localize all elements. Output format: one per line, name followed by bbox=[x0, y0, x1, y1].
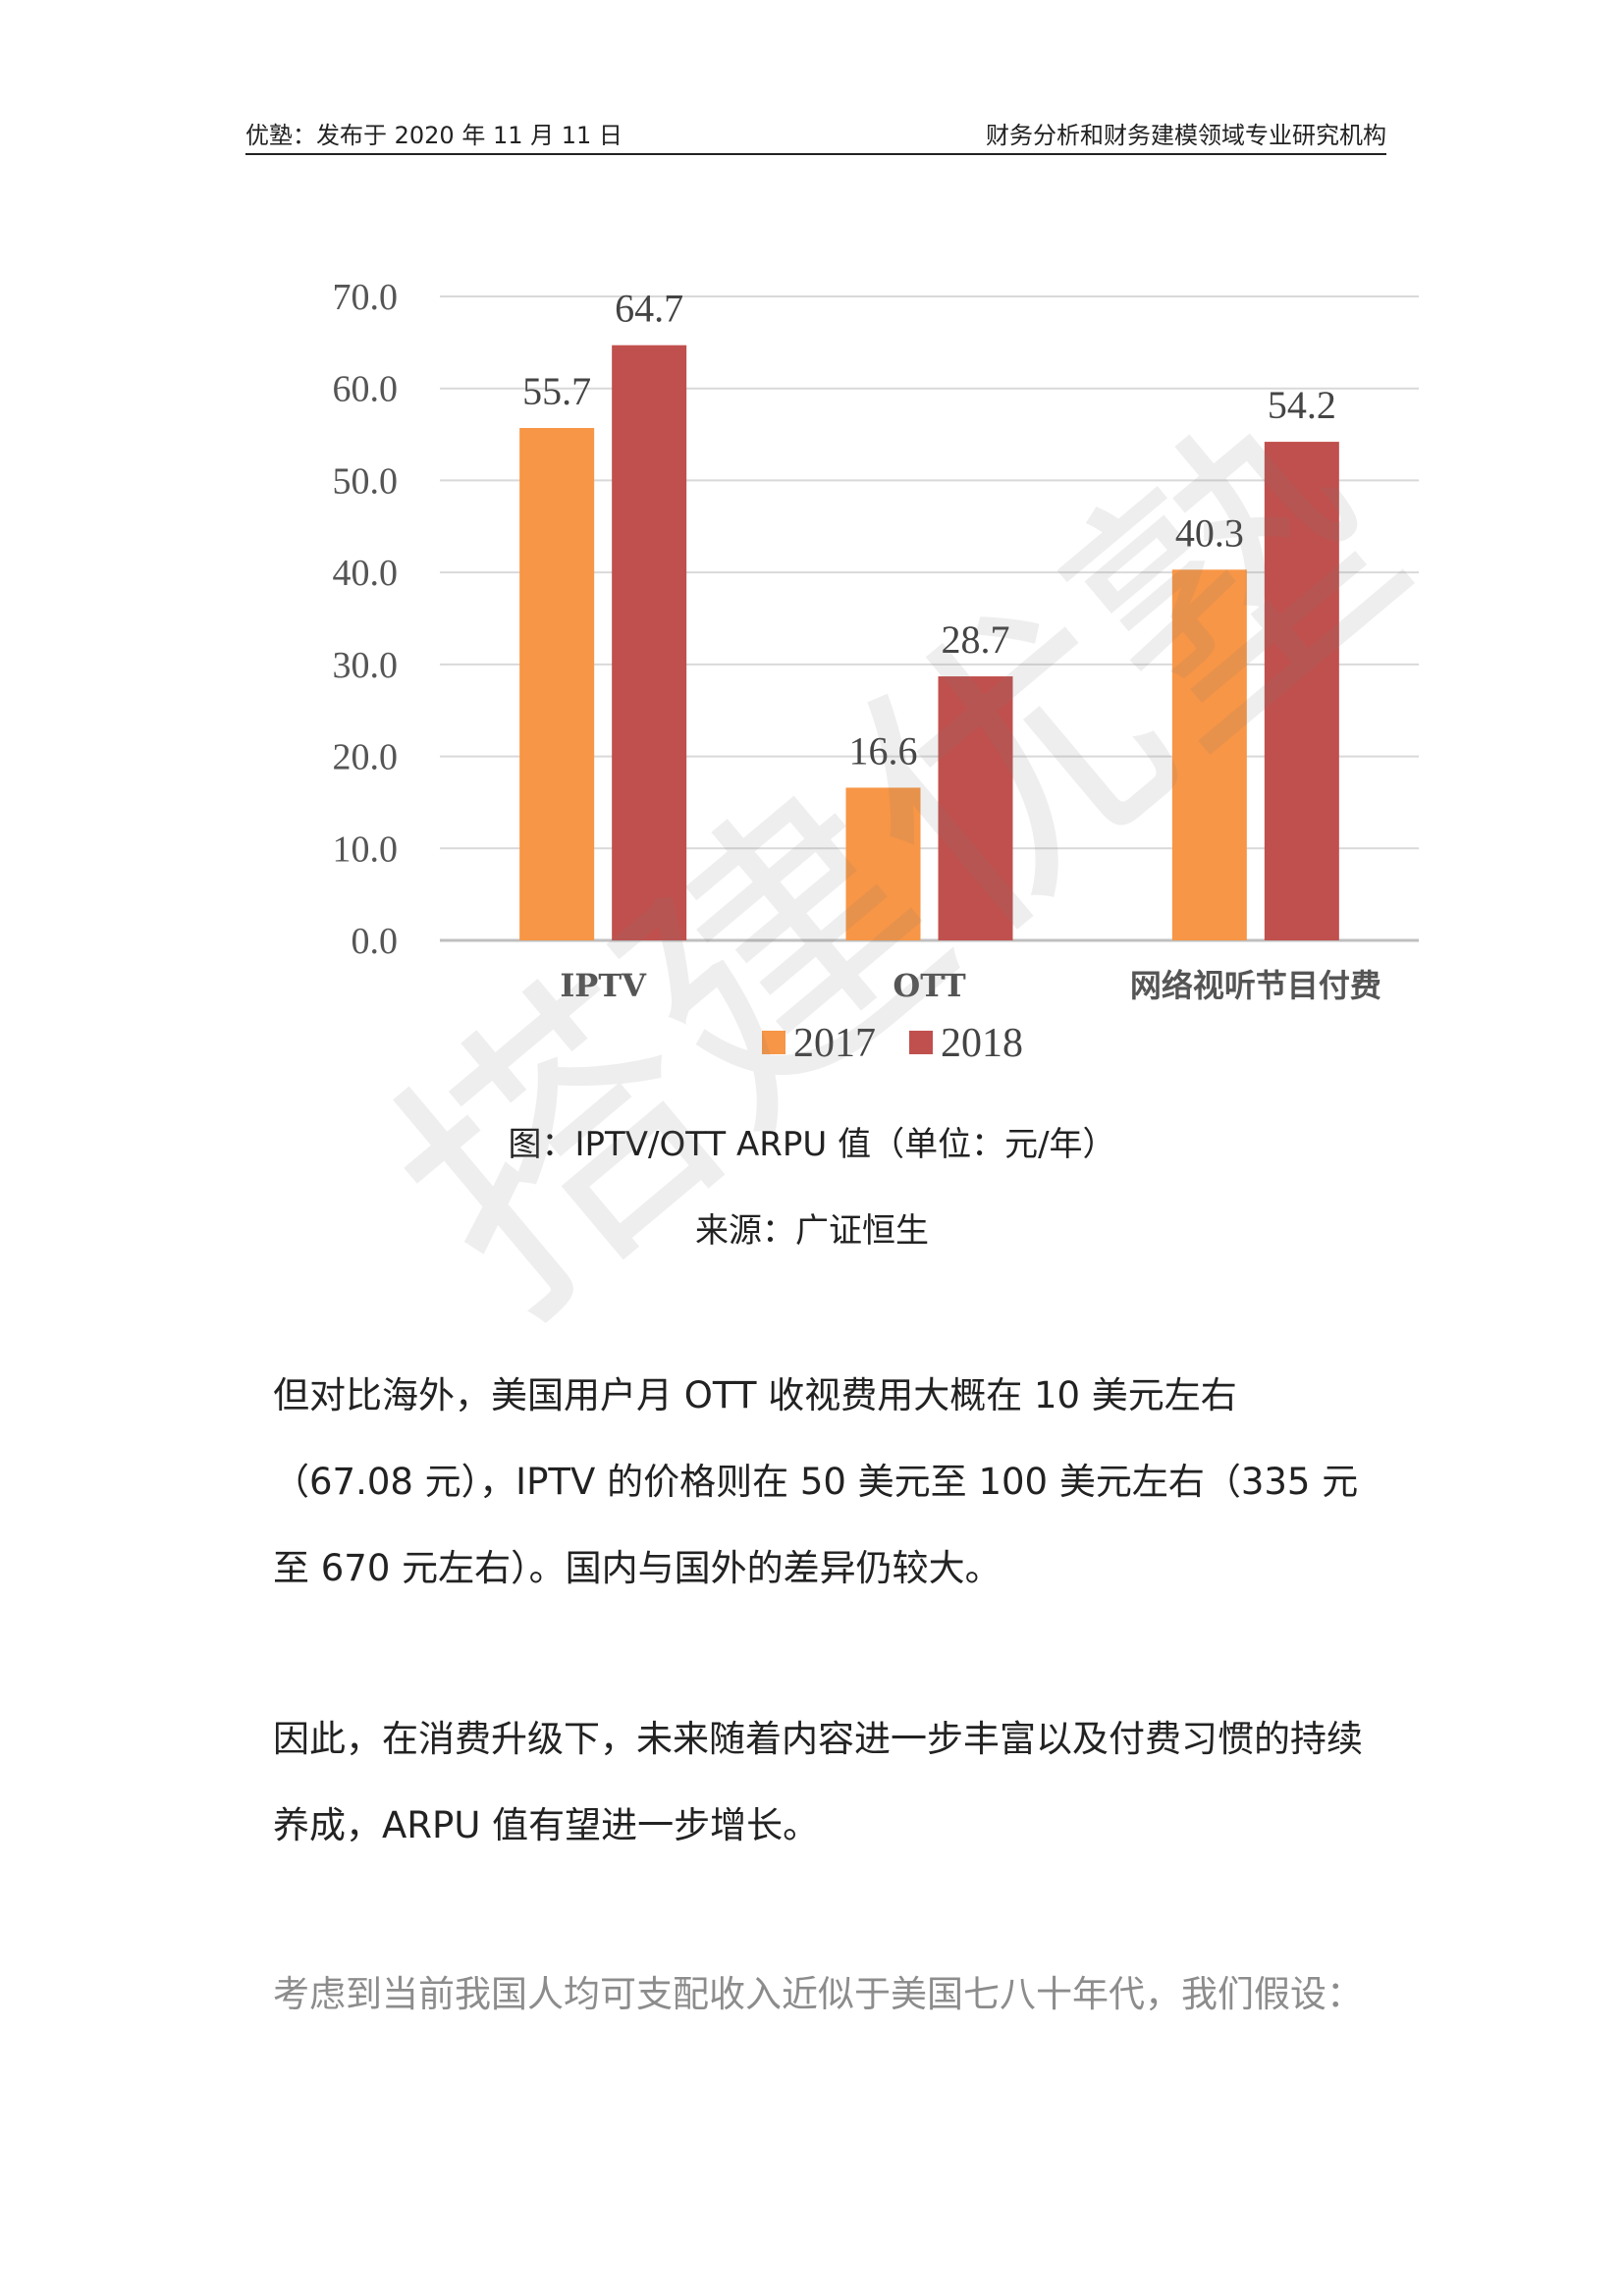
arpu-bar-chart: 0.0 10.0 20.0 30.0 40.0 50.0 60.0 70.0 55.7 64.7… bbox=[333, 277, 1419, 1066]
bar-2018-0 bbox=[612, 345, 687, 940]
category-label-2: 网络视听节目付费 bbox=[1130, 967, 1381, 1004]
legend-swatch-2017 bbox=[762, 1031, 785, 1054]
y-tick-label-6: 60.0 bbox=[333, 369, 399, 410]
paragraph-arpu-outlook: 因此，在消费升级下，未来随着内容进一步丰富以及付费习惯的持续养成，ARPU 值有… bbox=[273, 1718, 1363, 1846]
legend-label-2018: 2018 bbox=[941, 1021, 1023, 1066]
y-tick-label-5: 50.0 bbox=[333, 460, 399, 502]
data-label-2017-1: 16.6 bbox=[849, 728, 918, 773]
chart-bars bbox=[519, 345, 1339, 940]
bar-2017-1 bbox=[845, 787, 921, 940]
legend-swatch-2018 bbox=[909, 1031, 933, 1054]
figure-caption: 图：IPTV/OTT ARPU 值（单位：元/年） bbox=[508, 1125, 1116, 1164]
data-label-2017-0: 55.7 bbox=[522, 369, 591, 413]
data-label-2017-2: 40.3 bbox=[1175, 510, 1244, 555]
header-publish-info: 优塾：发布于 2020 年 11 月 11 日 bbox=[245, 122, 623, 149]
legend-label-2017: 2017 bbox=[793, 1021, 876, 1066]
category-label-1: OTT bbox=[893, 967, 966, 1004]
chart-grid bbox=[440, 295, 1419, 942]
x-axis-categories: IPTV OTT 网络视听节目付费 bbox=[560, 967, 1381, 1004]
y-axis-ticks: 0.0 10.0 20.0 30.0 40.0 50.0 60.0 70.0 bbox=[333, 277, 399, 962]
y-tick-label-0: 0.0 bbox=[352, 921, 399, 962]
data-label-2018-1: 28.7 bbox=[942, 617, 1010, 662]
bar-2018-1 bbox=[938, 676, 1013, 940]
paragraph-overseas-comparison: 但对比海外，美国用户月 OTT 收视费用大概在 10 美元左右（67.08 元）… bbox=[273, 1374, 1359, 1589]
chart-legend: 2017 2018 bbox=[762, 1021, 1023, 1066]
data-label-2018-0: 64.7 bbox=[615, 287, 683, 331]
y-tick-label-7: 70.0 bbox=[333, 277, 399, 318]
figure-source: 来源：广证恒生 bbox=[695, 1211, 929, 1251]
y-tick-label-4: 40.0 bbox=[333, 553, 399, 594]
page-header: 优塾：发布于 2020 年 11 月 11 日 财务分析和财务建模领域专业研究机… bbox=[245, 116, 1386, 155]
paragraph-assumption: 考虑到当前我国人均可支配收入近似于美国七八十年代，我们假设： bbox=[273, 1973, 1363, 2015]
bar-2018-2 bbox=[1264, 442, 1339, 940]
category-label-0: IPTV bbox=[560, 967, 647, 1004]
data-label-2018-2: 54.2 bbox=[1268, 383, 1336, 427]
bar-2017-0 bbox=[519, 428, 595, 940]
y-tick-label-3: 30.0 bbox=[333, 645, 399, 686]
y-tick-label-2: 20.0 bbox=[333, 737, 399, 778]
chart-data-labels: 55.7 64.7 16.6 28.7 40.3 54.2 bbox=[522, 287, 1336, 774]
y-tick-label-1: 10.0 bbox=[333, 828, 399, 870]
bar-2017-2 bbox=[1171, 569, 1247, 940]
header-org-name: 财务分析和财务建模领域专业研究机构 bbox=[986, 122, 1386, 149]
